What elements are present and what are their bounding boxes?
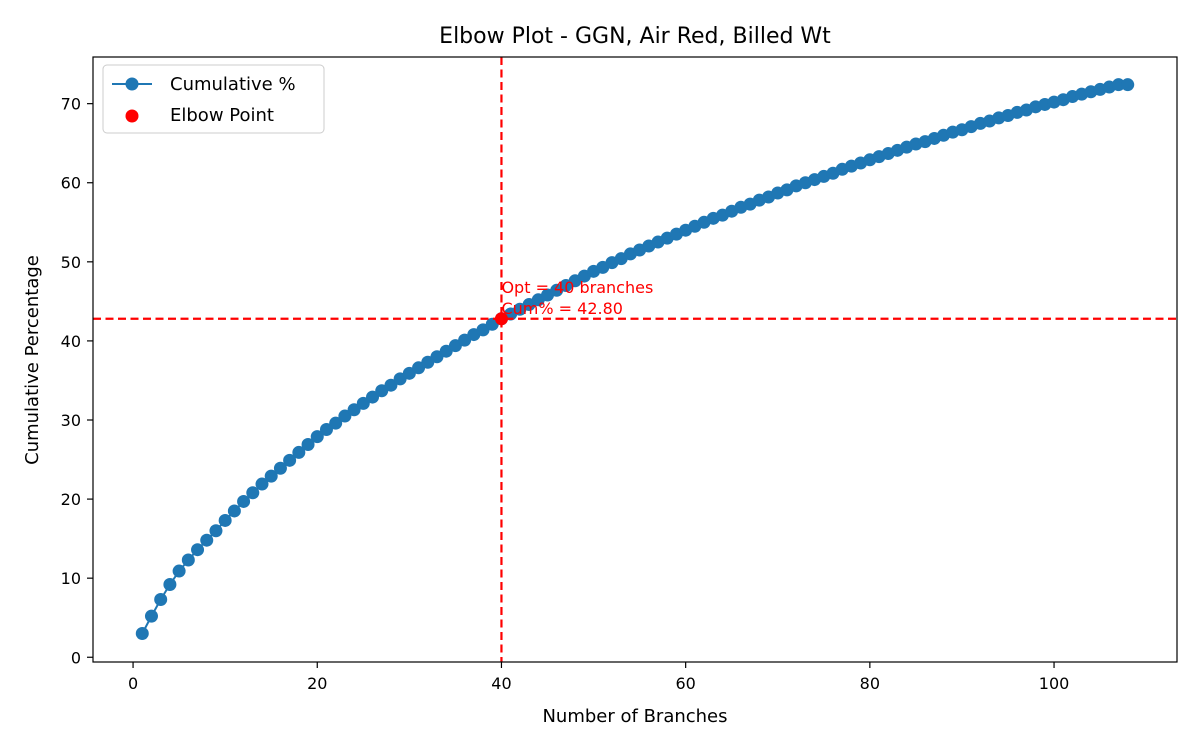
legend-marker-elbow (125, 109, 139, 123)
x-tick-label: 20 (307, 674, 327, 693)
data-point (154, 593, 168, 607)
data-point (384, 378, 398, 392)
data-point (246, 486, 260, 500)
axes-frame (92, 56, 1178, 663)
legend-label-cumulative: Cumulative % (170, 74, 296, 95)
series-line-cumulative (141, 83, 1128, 634)
axis-ticks: 0 20 40 60 80 100 0 10 20 30 40 50 60 70 (61, 95, 1070, 693)
data-point (310, 430, 324, 444)
data-point (283, 453, 297, 467)
data-point (172, 564, 186, 578)
data-point (135, 627, 149, 641)
x-axis-title: Number of Branches (542, 706, 727, 727)
y-tick-label: 10 (61, 569, 81, 588)
data-point (209, 524, 223, 538)
legend-box (102, 64, 325, 134)
data-point (144, 609, 158, 623)
chart-legend: Cumulative % Elbow Point (102, 64, 325, 134)
chart-title: Elbow Plot - GGN, Air Red, Billed Wt (439, 24, 831, 49)
data-point (1121, 78, 1135, 92)
annotation-line-1: Opt = 40 branches (501, 278, 653, 297)
legend-marker-cumulative (125, 77, 139, 91)
plot-content (93, 57, 1177, 662)
x-tick-label: 80 (860, 674, 880, 693)
data-point (255, 477, 269, 491)
data-point (329, 416, 343, 430)
data-point (319, 422, 333, 436)
data-point (292, 445, 306, 459)
data-point (191, 543, 205, 557)
y-tick-label: 60 (61, 174, 81, 193)
data-point (237, 494, 251, 508)
data-point (200, 533, 214, 547)
data-point (163, 577, 177, 591)
y-tick-label: 20 (61, 490, 81, 509)
data-point (338, 409, 352, 423)
x-tick-label: 0 (128, 674, 138, 693)
data-point (347, 403, 361, 417)
y-axis-title: Cumulative Percentage (22, 255, 43, 465)
plot-area: Opt = 40 branches Cum% = 42.80 (92, 56, 1178, 663)
data-point (1112, 78, 1126, 92)
y-tick-label: 50 (61, 253, 81, 272)
y-tick-label: 0 (71, 648, 81, 667)
legend-label-elbow: Elbow Point (170, 105, 274, 126)
y-tick-label: 40 (61, 332, 81, 351)
x-tick-label: 40 (491, 674, 511, 693)
data-point (181, 553, 195, 567)
data-point (264, 469, 278, 483)
elbow-point-marker (494, 312, 508, 326)
data-point (273, 461, 287, 475)
y-tick-label: 70 (61, 95, 81, 114)
x-tick-label: 100 (1039, 674, 1070, 693)
data-point (356, 396, 370, 410)
data-point (366, 390, 380, 404)
data-point (227, 504, 241, 518)
annotation-line-2: Cum% = 42.80 (501, 299, 622, 318)
y-tick-label: 30 (61, 411, 81, 430)
data-point (218, 513, 232, 527)
x-tick-label: 60 (675, 674, 695, 693)
data-point (301, 438, 315, 452)
